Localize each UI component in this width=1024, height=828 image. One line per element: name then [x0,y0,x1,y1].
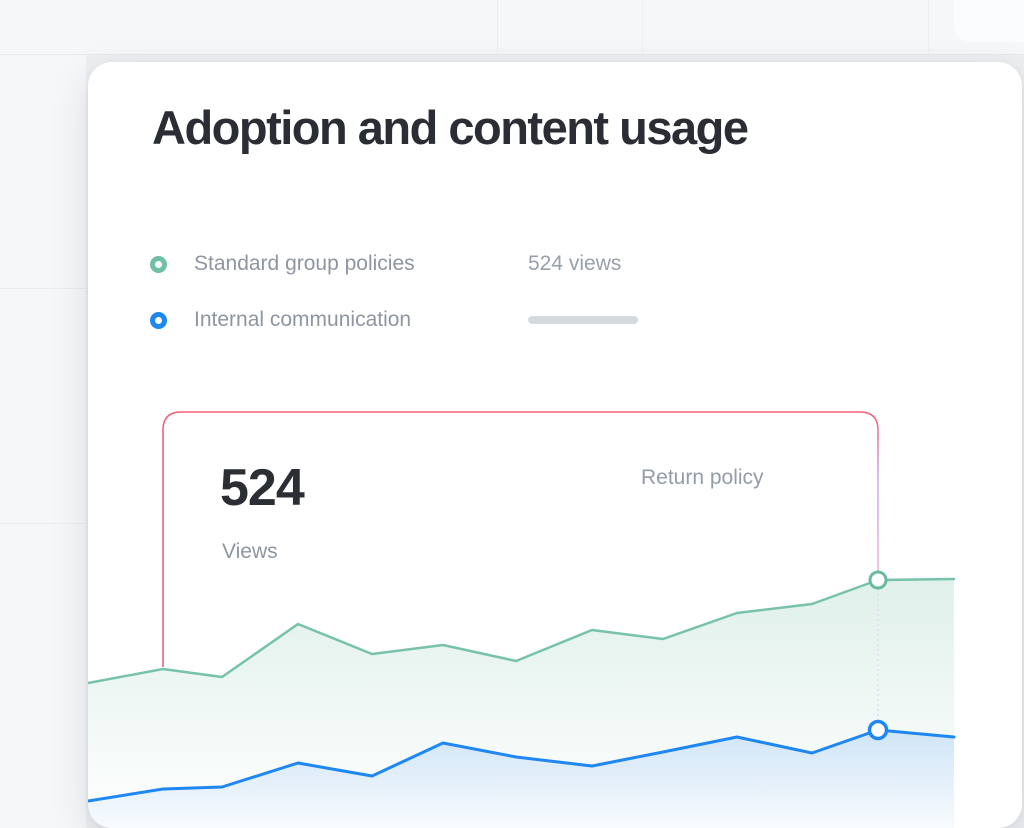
legend-value-skeleton [528,316,638,324]
area-chart[interactable] [88,62,1022,828]
background-divider [928,0,929,54]
background-divider [0,288,86,289]
tooltip-series-label: Return policy [641,466,764,489]
background-divider [0,523,86,524]
legend-item-label: Internal communication [194,308,412,331]
tooltip-value: 524 [220,459,305,517]
background-divider [642,0,643,54]
legend-item-standard-group-policies[interactable]: Standard group policies 524 views [150,250,638,278]
legend-item-value: 524 views [528,252,622,275]
chart-legend: Standard group policies 524 views Intern… [150,250,638,362]
blue-ring-icon [150,311,167,329]
tooltip-box-border-right [859,411,879,572]
page-title: Adoption and content usage [152,101,749,154]
legend-item-internal-communication[interactable]: Internal communication [150,306,638,334]
adoption-usage-card: Adoption and content usage Standard grou… [88,62,1022,828]
teal-ring-icon [150,255,167,273]
background-divider [497,0,498,54]
background-corner-card [954,0,1024,42]
tooltip-box-border-left-top [162,411,860,667]
tooltip-value-label: Views [222,540,278,563]
highlight-marker-blue[interactable] [867,719,889,741]
background-top-bar [0,0,1024,55]
series-line-1 [88,728,956,803]
highlight-marker-teal[interactable] [868,570,888,590]
background-left-panel [0,0,86,828]
legend-item-label: Standard group policies [194,252,415,275]
series-line-0 [88,577,956,685]
series-area-1 [88,730,954,828]
